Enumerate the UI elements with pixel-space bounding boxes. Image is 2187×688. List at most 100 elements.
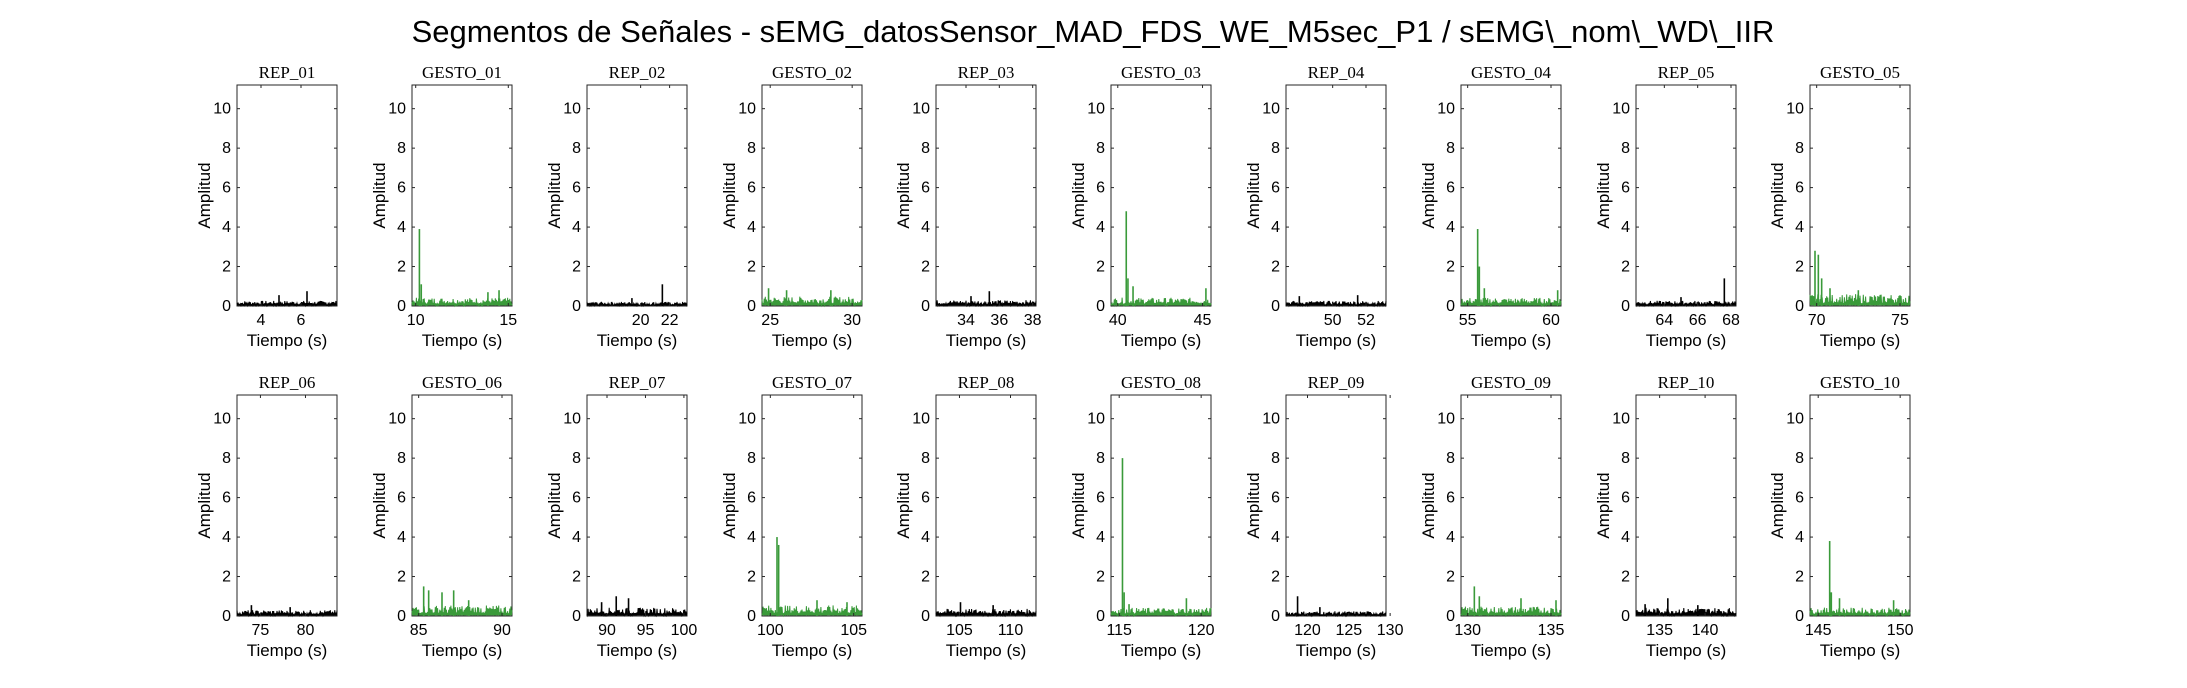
subplot-rep-08: 0 2 4 6 8 10 105 110 REP_08 Tiempo (s) Amplitud	[894, 373, 1037, 660]
x-axis-label: Tiempo (s)	[946, 641, 1027, 660]
signal-trace	[236, 610, 338, 618]
y-tick-label: 6	[397, 180, 406, 197]
y-tick-label: 8	[747, 450, 756, 467]
subplot-gesto-01: 0 2 4 6 8 10 10 15 GESTO_01 Tiempo (s) Amplitud	[370, 63, 517, 350]
y-tick-label: 10	[1612, 411, 1630, 428]
y-tick-label: 2	[921, 259, 930, 276]
y-axis-label: Amplitud	[1244, 472, 1263, 538]
x-axis-label: Tiempo (s)	[1296, 331, 1377, 350]
signal-trace	[1809, 294, 1911, 306]
y-tick-label: 2	[1795, 259, 1804, 276]
axes-title: GESTO_02	[772, 63, 852, 82]
y-axis-label: Amplitud	[1244, 162, 1263, 228]
y-tick-label: 0	[1795, 608, 1804, 625]
axes-title: REP_09	[1308, 373, 1365, 392]
y-tick-label: 4	[1795, 219, 1804, 236]
y-tick-label: 8	[1795, 140, 1804, 157]
y-tick-label: 8	[1271, 450, 1280, 467]
y-tick-label: 0	[222, 608, 231, 625]
x-tick-label: 20	[632, 312, 650, 329]
y-tick-label: 6	[747, 180, 756, 197]
x-tick-label: 130	[1454, 622, 1481, 639]
y-tick-label: 8	[1446, 450, 1455, 467]
axes-title: REP_07	[609, 373, 666, 392]
x-axis-label: Tiempo (s)	[1646, 641, 1727, 660]
y-tick-label: 8	[572, 450, 581, 467]
axes-box	[411, 394, 513, 617]
y-tick-label: 8	[1096, 140, 1105, 157]
y-tick-label: 10	[213, 101, 231, 118]
axes-box	[1635, 84, 1737, 307]
y-axis-label: Amplitud	[894, 472, 913, 538]
y-tick-label: 0	[921, 608, 930, 625]
y-axis-label: Amplitud	[1594, 162, 1613, 228]
y-tick-label: 6	[397, 490, 406, 507]
axes-box	[1809, 394, 1911, 617]
y-axis-label: Amplitud	[370, 162, 389, 228]
y-tick-label: 10	[213, 411, 231, 428]
y-tick-label: 2	[222, 259, 231, 276]
x-tick-label: 60	[1542, 312, 1560, 329]
signal-trace	[1285, 611, 1387, 618]
y-tick-label: 10	[1612, 101, 1630, 118]
x-tick-label: 38	[1024, 312, 1042, 329]
y-tick-label: 4	[572, 529, 581, 546]
x-axis-label: Tiempo (s)	[946, 331, 1027, 350]
signal-trace	[236, 300, 338, 308]
y-tick-label: 6	[921, 490, 930, 507]
axes-box	[411, 84, 513, 307]
subplot-gesto-10: 0 2 4 6 8 10 145 150 GESTO_10 Tiempo (s) Amplitud	[1768, 373, 1914, 660]
axes-title: GESTO_06	[422, 373, 502, 392]
y-axis-label: Amplitud	[545, 162, 564, 228]
y-tick-label: 6	[572, 490, 581, 507]
y-tick-label: 2	[1096, 569, 1105, 586]
y-tick-label: 8	[921, 140, 930, 157]
subplot-rep-02: 0 2 4 6 8 10 20 22 REP_02 Tiempo (s) Amplitud	[545, 63, 688, 350]
x-tick-label: 36	[990, 312, 1008, 329]
signal-trace	[1460, 606, 1562, 618]
x-tick-label: 150	[1887, 622, 1914, 639]
axes-box	[1285, 84, 1387, 307]
x-tick-label: 115	[1106, 622, 1132, 639]
x-tick-label: 40	[1109, 312, 1127, 329]
x-tick-label: 6	[297, 312, 306, 329]
x-tick-label: 75	[252, 622, 270, 639]
x-tick-label: 100	[671, 622, 698, 639]
y-tick-label: 10	[738, 411, 756, 428]
x-tick-label: 25	[761, 312, 779, 329]
y-tick-label: 0	[1621, 608, 1630, 625]
axes-title: GESTO_01	[422, 63, 502, 82]
x-tick-label: 4	[257, 312, 266, 329]
subplot-rep-01: 0 2 4 6 8 10 4 6 REP_01 Tiempo (s) Amplitud	[195, 63, 338, 350]
axes-box	[1809, 84, 1911, 307]
figure-title: Segmentos de Señales - sEMG_datosSensor_…	[412, 14, 1775, 49]
y-tick-label: 2	[921, 569, 930, 586]
y-tick-label: 10	[388, 101, 406, 118]
y-axis-label: Amplitud	[195, 162, 214, 228]
x-tick-label: 30	[843, 312, 861, 329]
y-axis-label: Amplitud	[1069, 162, 1088, 228]
signal-trace	[935, 608, 1037, 618]
subplot-gesto-03: 0 2 4 6 8 10 40 45 GESTO_03 Tiempo (s) Amplitud	[1069, 63, 1212, 350]
y-tick-label: 2	[222, 569, 231, 586]
x-tick-label: 90	[493, 622, 511, 639]
y-axis-label: Amplitud	[545, 472, 564, 538]
x-tick-label: 120	[1188, 622, 1215, 639]
axes-box	[1460, 84, 1562, 307]
x-axis-label: Tiempo (s)	[1820, 641, 1901, 660]
x-tick-label: 34	[957, 312, 975, 329]
y-tick-label: 10	[563, 411, 581, 428]
y-axis-label: Amplitud	[1768, 162, 1787, 228]
subplot-gesto-04: 0 2 4 6 8 10 55 60 GESTO_04 Tiempo (s) Amplitud	[1419, 63, 1562, 350]
y-tick-label: 0	[1271, 298, 1280, 315]
y-tick-label: 0	[397, 608, 406, 625]
x-tick-label: 125	[1335, 622, 1362, 639]
axes-title: GESTO_03	[1121, 63, 1201, 82]
y-tick-label: 4	[1795, 529, 1804, 546]
y-tick-label: 8	[1446, 140, 1455, 157]
y-tick-label: 6	[572, 180, 581, 197]
y-tick-label: 4	[1446, 219, 1455, 236]
y-axis-label: Amplitud	[894, 162, 913, 228]
